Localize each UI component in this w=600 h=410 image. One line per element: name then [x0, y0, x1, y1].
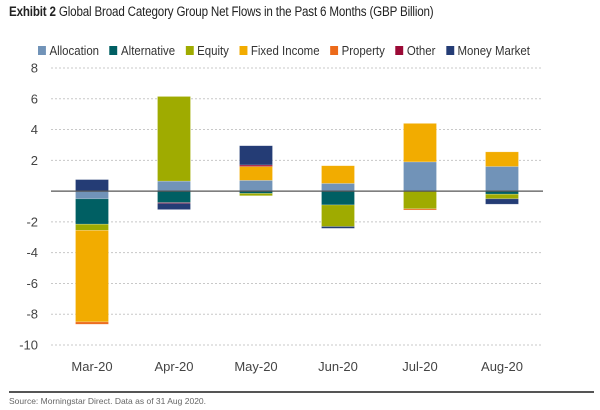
bar-segment-property-jul-20 — [403, 208, 437, 211]
legend-swatch — [109, 46, 118, 55]
legend-swatch — [185, 46, 194, 55]
legend-label: Equity — [197, 43, 229, 58]
legend-label: Fixed Income — [250, 43, 320, 58]
bar-segment-money-market-may-20 — [239, 145, 273, 166]
legend-label: Alternative — [121, 43, 176, 58]
legend-item-equity: Equity — [185, 43, 229, 58]
legend-item-fixed-income: Fixed Income — [239, 43, 320, 58]
bar-segment-allocation-jul-20 — [403, 161, 437, 192]
chart-legend: Allocation Alternative Equity Fixed Income P… — [38, 43, 540, 58]
bar-segment-property-mar-20 — [75, 321, 109, 325]
x-tick-label: May-20 — [234, 359, 277, 374]
bar-segment-fixed-income-aug-20 — [485, 151, 519, 167]
x-tick-label: Mar-20 — [71, 359, 112, 374]
y-tick-label: 2 — [31, 153, 38, 168]
y-tick-label: 8 — [31, 61, 38, 76]
bar-segment-equity-may-20 — [239, 193, 273, 197]
legend-swatch — [239, 46, 248, 55]
legend-item-allocation: Allocation — [38, 43, 99, 58]
bar-segment-allocation-mar-20 — [75, 190, 109, 200]
bar-segment-equity-apr-20 — [157, 96, 191, 182]
bar-segment-fixed-income-jun-20 — [321, 165, 355, 184]
y-tick-label: -4 — [26, 245, 38, 260]
bar-segment-money-market-jun-20 — [321, 226, 355, 229]
chart-title: Exhibit 2 Global Broad Category Group Ne… — [9, 4, 434, 19]
bar-segment-equity-jul-20 — [403, 190, 437, 210]
bar-segment-allocation-may-20 — [239, 180, 273, 192]
legend-item-money-market: Money Market — [446, 43, 530, 58]
legend-swatch — [330, 46, 339, 55]
legend-label: Allocation — [49, 43, 100, 58]
bar-segment-allocation-jun-20 — [321, 183, 355, 192]
source-note: Source: Morningstar Direct. Data as of 3… — [9, 396, 207, 406]
legend-swatch — [446, 46, 454, 55]
legend-swatch — [395, 46, 404, 55]
x-tick-label: Aug-20 — [481, 359, 523, 374]
bar-segment-alternative-apr-20 — [157, 190, 191, 203]
y-tick-label: -6 — [26, 276, 38, 291]
y-tick-label: -10 — [19, 338, 38, 353]
x-tick-label: Apr-20 — [154, 359, 193, 374]
legend-item-other: Other — [395, 43, 435, 58]
bar-segment-allocation-apr-20 — [157, 180, 191, 192]
bar-segment-allocation-aug-20 — [485, 166, 519, 192]
legend-swatch — [38, 46, 46, 55]
y-tick-label: 4 — [31, 122, 38, 137]
bar-segment-money-market-apr-20 — [157, 203, 191, 210]
y-tick-label: -8 — [26, 307, 38, 322]
legend-label: Money Market — [457, 43, 530, 58]
x-tick-label: Jun-20 — [318, 359, 358, 374]
legend-item-property: Property — [330, 43, 385, 58]
bar-segment-fixed-income-may-20 — [239, 166, 273, 181]
bar-segment-alternative-mar-20 — [75, 198, 109, 225]
bar-segment-alternative-jun-20 — [321, 190, 355, 206]
bar-segment-money-market-aug-20 — [485, 198, 519, 205]
chart-title-text: Global Broad Category Group Net Flows in… — [58, 4, 434, 19]
bar-segment-money-market-mar-20 — [75, 179, 109, 192]
bar-segment-fixed-income-jul-20 — [403, 123, 437, 163]
exhibit-label: Exhibit 2 — [9, 4, 56, 19]
legend-label: Other — [406, 43, 436, 58]
x-tick-label: Jul-20 — [402, 359, 437, 374]
legend-item-alternative: Alternative — [109, 43, 176, 58]
legend-label: Property — [341, 43, 385, 58]
footer-divider — [9, 391, 594, 393]
bar-segment-equity-mar-20 — [75, 223, 109, 231]
bar-segment-fixed-income-mar-20 — [75, 230, 109, 323]
bar-segment-equity-aug-20 — [485, 193, 519, 200]
y-tick-label: 6 — [31, 91, 38, 106]
bar-segment-equity-jun-20 — [321, 204, 355, 227]
y-tick-label: -2 — [26, 214, 38, 229]
